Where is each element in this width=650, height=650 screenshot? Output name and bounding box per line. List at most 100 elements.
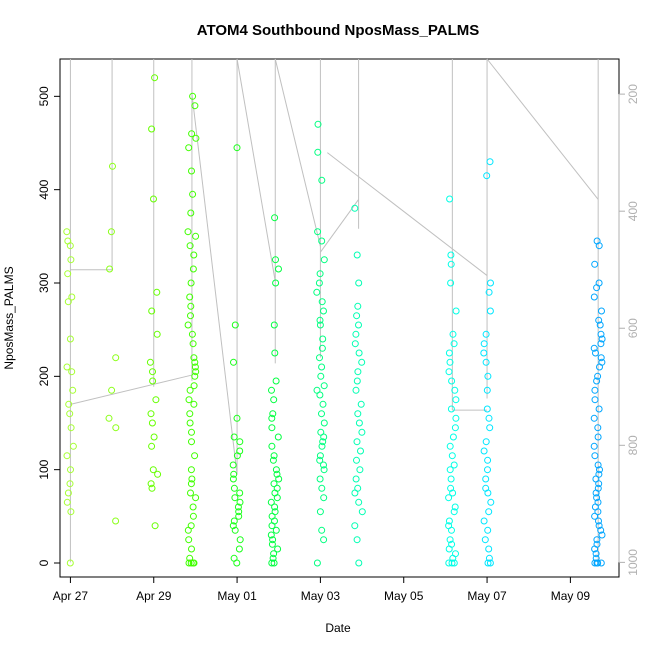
data-point bbox=[452, 550, 459, 558]
data-point bbox=[67, 466, 74, 474]
data-point bbox=[447, 484, 455, 492]
data-point bbox=[594, 433, 602, 441]
data-point bbox=[486, 158, 494, 166]
data-point bbox=[483, 405, 491, 413]
data-point bbox=[448, 377, 456, 385]
data-point bbox=[148, 442, 156, 450]
data-point bbox=[272, 377, 280, 385]
data-point bbox=[591, 396, 599, 404]
data-point bbox=[485, 545, 493, 553]
data-point bbox=[231, 321, 239, 329]
data-point bbox=[187, 279, 195, 287]
data-point bbox=[351, 522, 359, 530]
data-point bbox=[484, 526, 492, 534]
data-point bbox=[355, 559, 363, 567]
y2-tick-label: 400 bbox=[626, 201, 640, 221]
data-point bbox=[593, 494, 601, 502]
data-point bbox=[187, 209, 195, 217]
data-point bbox=[149, 368, 156, 376]
data-point bbox=[153, 288, 161, 296]
data-point bbox=[592, 550, 600, 558]
data-point bbox=[447, 251, 455, 259]
data-point bbox=[149, 466, 157, 474]
data-point bbox=[190, 400, 198, 408]
data-point bbox=[590, 414, 598, 422]
data-point bbox=[355, 349, 363, 357]
data-point bbox=[148, 484, 156, 492]
data-point bbox=[594, 461, 602, 469]
y2-tick-label: 600 bbox=[626, 318, 640, 338]
data-point bbox=[355, 419, 363, 427]
data-point bbox=[154, 470, 162, 478]
data-point bbox=[450, 559, 458, 567]
plot-frame bbox=[59, 58, 620, 578]
data-point bbox=[269, 554, 277, 562]
data-point bbox=[353, 251, 361, 259]
data-point bbox=[595, 470, 603, 478]
data-point bbox=[313, 559, 321, 567]
data-point bbox=[270, 396, 278, 404]
data-point bbox=[317, 428, 325, 436]
data-point bbox=[190, 251, 198, 259]
data-point bbox=[112, 354, 120, 362]
data-point bbox=[449, 330, 457, 338]
data-point bbox=[269, 410, 277, 418]
altitude-line bbox=[274, 58, 321, 247]
data-point bbox=[191, 358, 199, 366]
data-point bbox=[593, 237, 601, 245]
data-point bbox=[318, 442, 326, 450]
data-point bbox=[450, 461, 458, 469]
data-point bbox=[230, 554, 238, 562]
data-point bbox=[63, 452, 71, 460]
data-point bbox=[597, 526, 605, 534]
data-point bbox=[188, 167, 195, 175]
data-point bbox=[149, 377, 157, 385]
data-point bbox=[189, 503, 197, 511]
data-point bbox=[352, 330, 360, 338]
data-point bbox=[451, 424, 459, 432]
data-point bbox=[318, 526, 326, 534]
data-point bbox=[590, 344, 598, 352]
data-point bbox=[320, 466, 328, 474]
y-tick-label: 300 bbox=[37, 273, 51, 293]
data-point bbox=[595, 279, 603, 287]
y-tick-label: 400 bbox=[37, 179, 51, 199]
data-point bbox=[189, 265, 197, 273]
data-point bbox=[481, 536, 489, 544]
data-point bbox=[185, 536, 193, 544]
data-point bbox=[65, 400, 73, 408]
data-point bbox=[187, 489, 194, 497]
data-point bbox=[320, 494, 328, 502]
data-point bbox=[236, 498, 244, 506]
data-point bbox=[66, 480, 74, 488]
data-point bbox=[236, 489, 244, 497]
data-point bbox=[480, 349, 488, 357]
data-point bbox=[229, 461, 237, 469]
data-point bbox=[314, 148, 322, 156]
altitude-line bbox=[191, 94, 238, 475]
data-point bbox=[482, 438, 490, 446]
y-tick-label: 200 bbox=[37, 366, 51, 386]
data-point bbox=[485, 508, 493, 516]
data-point bbox=[112, 424, 120, 432]
data-point bbox=[67, 424, 75, 432]
data-point bbox=[270, 480, 278, 488]
x-tick-label: May 03 bbox=[301, 589, 341, 603]
data-point bbox=[150, 195, 157, 203]
data-point bbox=[64, 270, 72, 278]
data-point bbox=[106, 265, 114, 273]
data-point bbox=[447, 260, 455, 268]
data-point bbox=[188, 545, 195, 553]
data-point bbox=[268, 559, 276, 567]
data-point bbox=[189, 92, 197, 100]
data-point bbox=[273, 484, 281, 492]
y-tick-label: 100 bbox=[37, 459, 51, 479]
data-point bbox=[591, 512, 599, 520]
altitude-line bbox=[236, 58, 276, 282]
data-point bbox=[485, 414, 493, 422]
data-point bbox=[316, 475, 324, 483]
data-point bbox=[316, 452, 324, 460]
data-point bbox=[318, 363, 326, 371]
data-point bbox=[353, 312, 361, 320]
